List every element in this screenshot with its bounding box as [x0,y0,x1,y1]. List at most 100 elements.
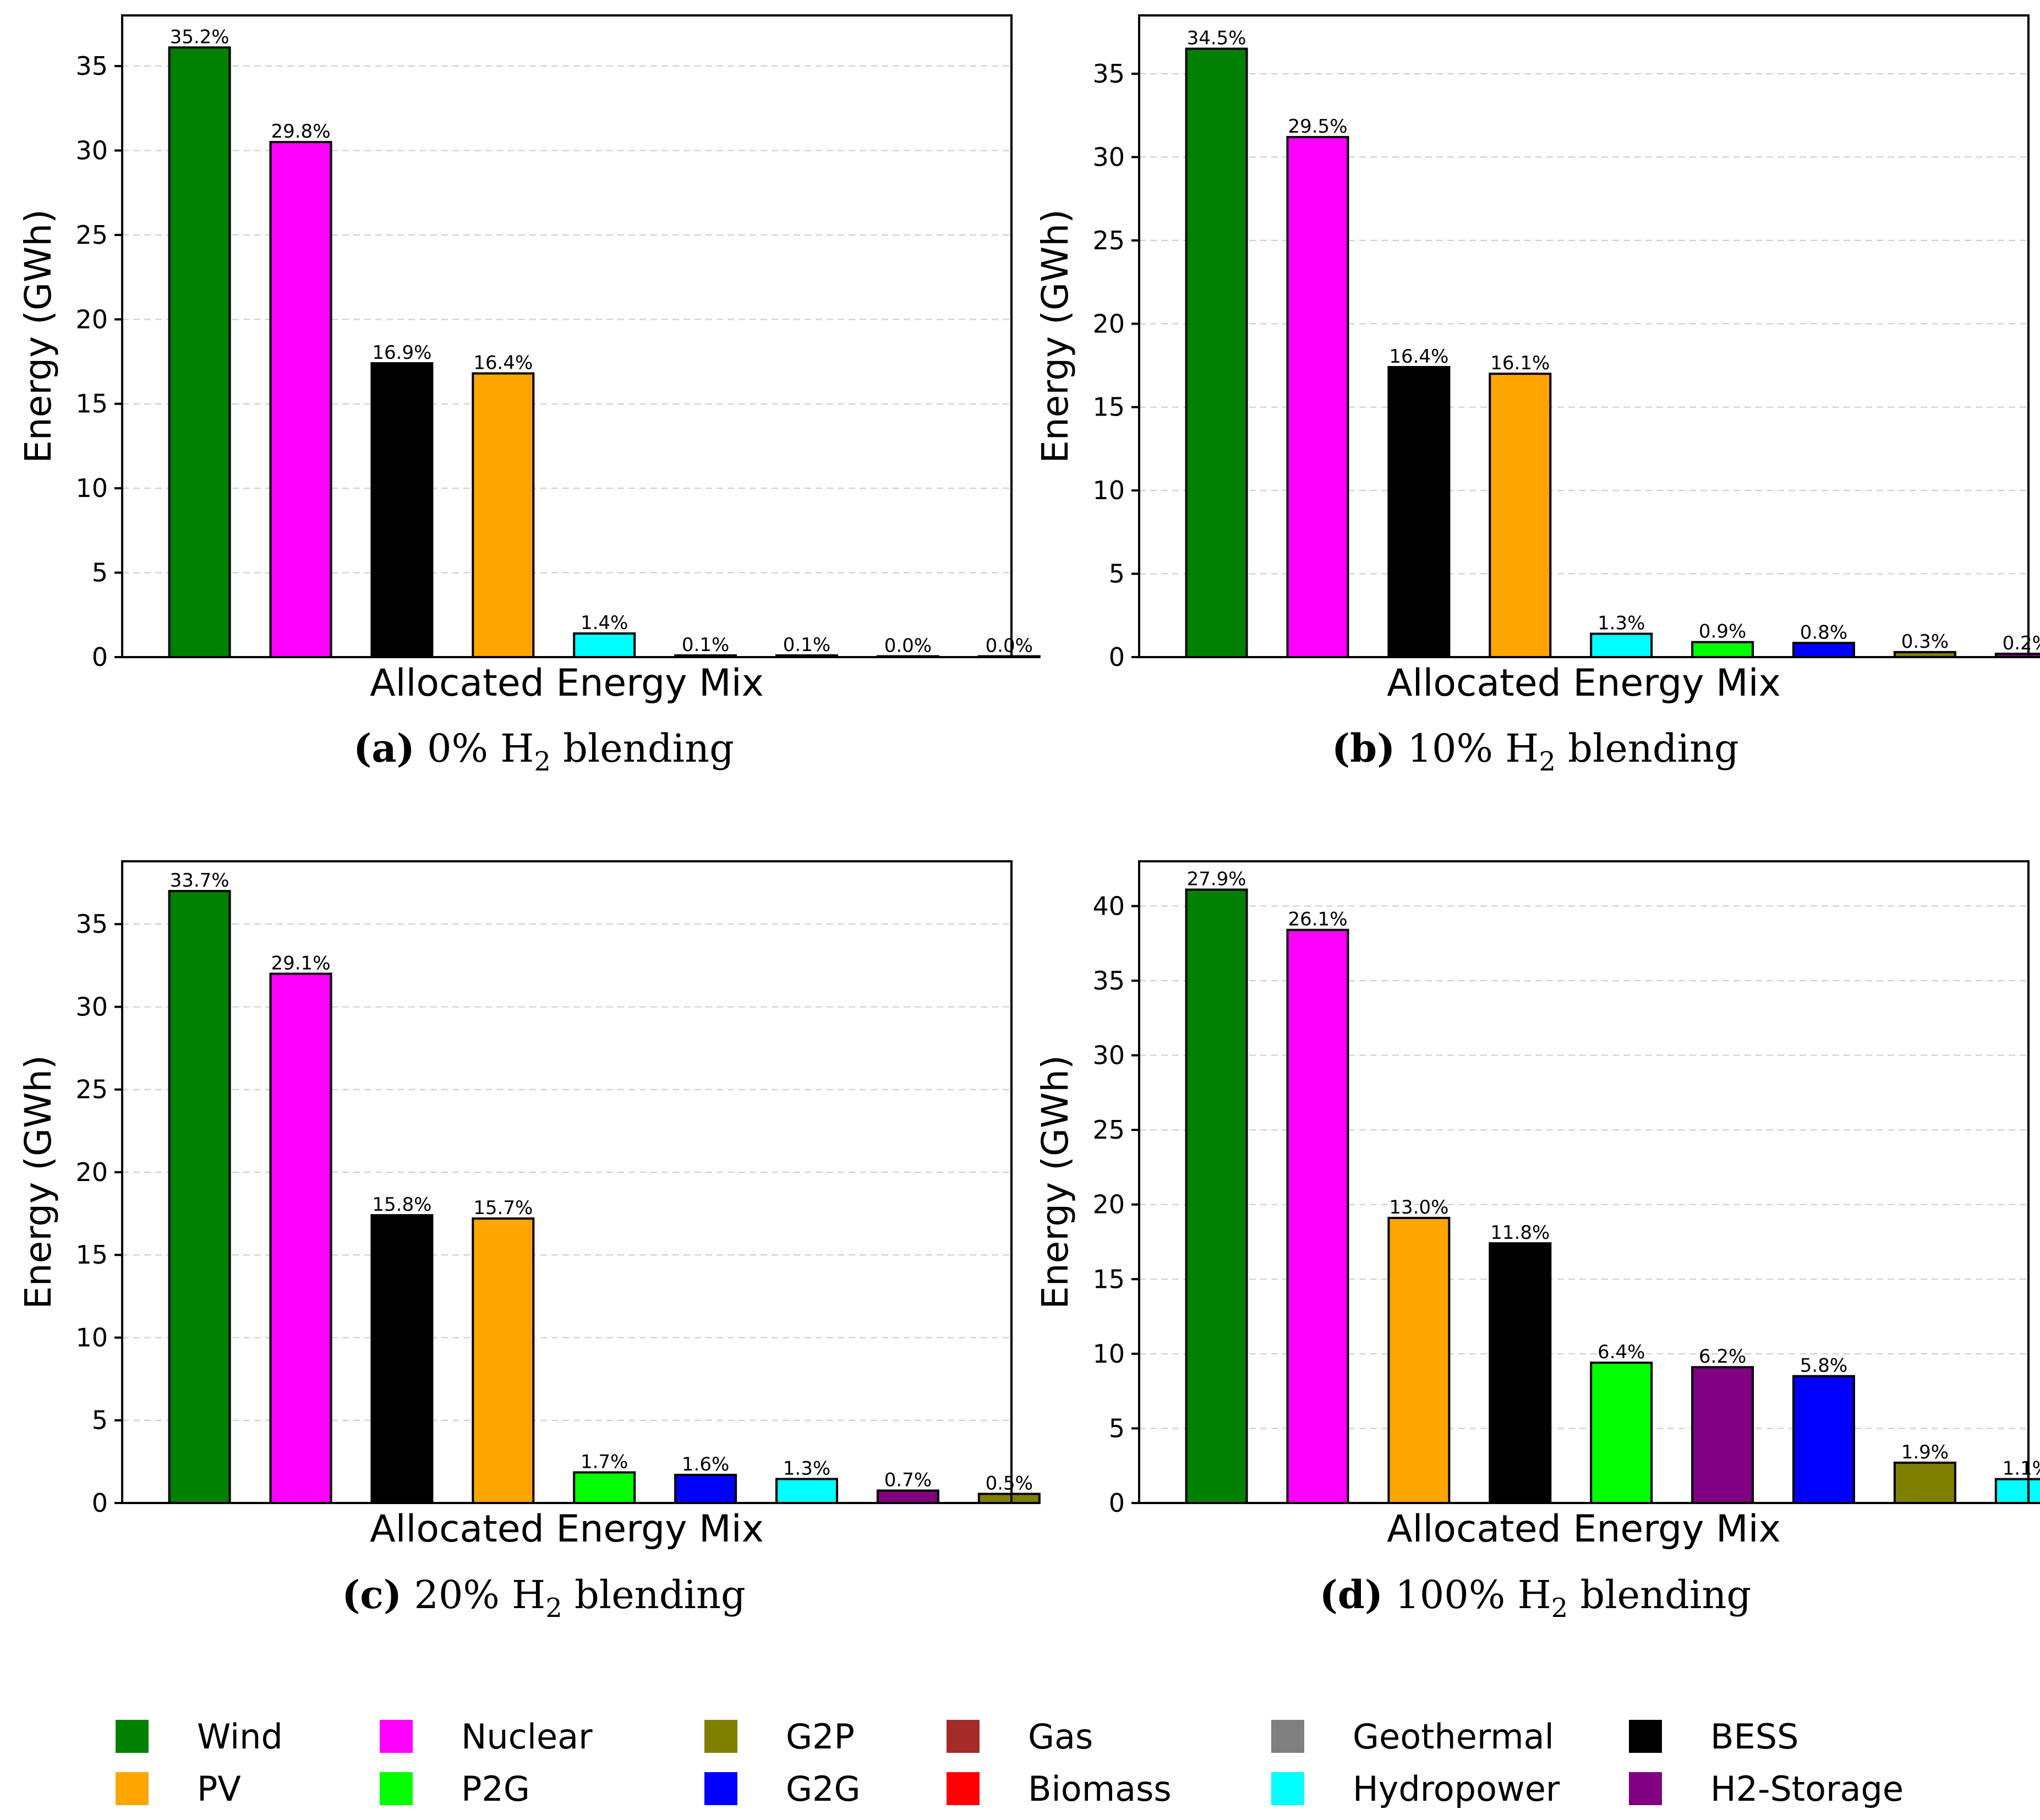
bar [168,46,231,658]
caption-letter: (c) [342,1572,402,1617]
data-label: 1.1% [2003,1458,2040,1480]
data-label: 13.0% [1389,1196,1448,1218]
legend-swatch [947,1720,980,1753]
y-tick-label: 20 [75,304,108,334]
panel-caption: (b) 10% H2 blending [1332,725,1739,777]
y-tick-label: 10 [1092,1339,1125,1369]
y-tick-label: 0 [92,1488,108,1518]
caption-text-end: blending [551,726,734,771]
bar [370,362,434,658]
legend-label: G2P [786,1717,855,1757]
y-tick-label: 35 [1092,59,1125,89]
bar [472,1217,535,1504]
data-label: 16.4% [473,352,533,374]
data-label: 0.3% [1901,631,1949,653]
legend-swatch [704,1772,737,1805]
y-tick-label: 35 [75,909,108,939]
legend-label: Gas [1028,1717,1093,1757]
bar [1185,888,1248,1504]
y-tick-label: 30 [1092,142,1125,172]
caption-text-end: blending [562,1572,746,1617]
caption-subscript: 2 [545,1593,562,1624]
bar [1590,632,1653,658]
bar [1792,642,1855,659]
data-label: 27.9% [1187,868,1246,890]
y-tick-label: 30 [1092,1041,1125,1070]
legend-label: BESS [1710,1717,1798,1757]
data-label: 0.0% [884,635,932,657]
y-tick-label: 10 [75,1322,108,1352]
caption-letter: (b) [1332,725,1395,771]
bar [168,890,231,1504]
chart-panel-1: 34.5% 29.5% 16.4% 16.1% 1.3% 0.9% 0.8% 0.3% 0.2%… [1034,14,2040,777]
plot-frame [121,14,1013,658]
bar [1286,928,1349,1504]
bar [876,1489,939,1505]
data-label: 0.8% [1800,621,1847,643]
bar [977,1493,1041,1505]
bar [573,632,636,659]
y-tick-label: 10 [75,473,108,503]
y-tick-label: 20 [75,1157,108,1187]
legend-label: Nuclear [461,1717,593,1757]
y-tick-label: 10 [1092,476,1125,505]
data-label: 16.4% [1389,346,1448,368]
legend-swatch [116,1772,149,1805]
caption-text-end: blending [1568,1572,1751,1617]
legend-label: PV [197,1769,241,1809]
legend-label: Geothermal [1353,1717,1554,1757]
legend-swatch [116,1720,149,1753]
legend-swatch [1629,1772,1662,1805]
data-label: 15.7% [473,1197,533,1219]
panel-caption: (a) 0% H2 blending [353,725,734,777]
chart-panel-0: 35.2% 29.8% 16.9% 16.4% 1.4% 0.1% 0.1% 0.0% 0.0%… [17,14,1041,777]
plot-frame [121,860,1013,1504]
caption-text: 0% H [415,726,534,771]
y-tick-label: 15 [1092,392,1125,422]
data-label: 6.2% [1699,1346,1746,1368]
bar [1994,1478,2040,1505]
legend-swatch [1271,1720,1304,1753]
y-tick-label: 30 [75,135,108,165]
x-axis-title: Allocated Energy Mix [1387,662,1781,705]
x-axis-title: Allocated Energy Mix [1387,1507,1781,1551]
data-label: 6.4% [1598,1341,1645,1363]
y-axis-title: Energy (GWh) [17,1055,59,1309]
data-label: 1.6% [682,1453,729,1475]
data-label: 16.1% [1490,352,1550,374]
bar [1387,366,1451,658]
caption-subscript: 2 [1551,1593,1568,1624]
data-label: 35.2% [170,26,229,48]
legend-label: Wind [197,1717,283,1757]
legend-swatch [380,1720,413,1753]
bar [1286,136,1349,659]
data-label: 16.9% [372,342,431,364]
caption-text-end: blending [1556,726,1739,771]
caption-subscript: 2 [534,746,551,777]
legend-swatch [1271,1772,1304,1805]
y-tick-label: 25 [75,220,108,250]
data-label: 5.8% [1800,1355,1847,1377]
y-tick-label: 25 [75,1075,108,1105]
legend: Wind Nuclear G2P Gas Geothermal BESS PV P2G G2G B… [116,1717,1904,1809]
y-tick-label: 5 [1109,1413,1125,1443]
caption-letter: (d) [1320,1572,1383,1617]
y-tick-label: 20 [1092,309,1125,338]
data-label: 29.5% [1288,116,1347,138]
caption-text: 20% H [402,1572,545,1617]
y-axis-title: Energy (GWh) [17,209,59,463]
data-label: 26.1% [1288,909,1347,931]
legend-label: G2G [786,1769,861,1809]
y-tick-label: 0 [1109,1488,1125,1518]
panel-caption: (c) 20% H2 blending [342,1572,746,1624]
y-tick-label: 25 [1092,226,1125,255]
data-label: 1.9% [1901,1441,1949,1463]
bar [1792,1375,1855,1505]
y-tick-label: 35 [1092,966,1125,996]
legend-swatch [380,1772,413,1805]
y-tick-label: 35 [75,51,108,81]
bar [370,1214,434,1504]
bar [775,1478,838,1505]
data-label: 0.1% [682,634,729,656]
y-tick-label: 5 [92,1406,108,1435]
